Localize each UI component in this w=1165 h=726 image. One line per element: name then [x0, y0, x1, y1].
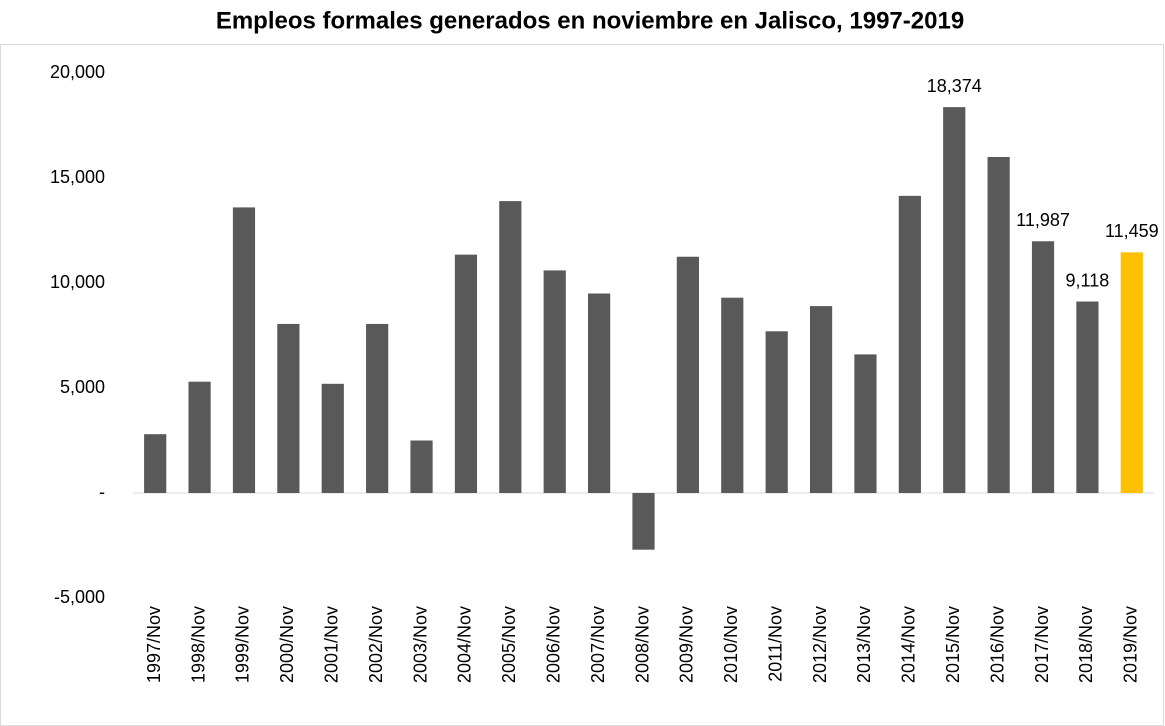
x-tick-label: 2007/Nov	[588, 606, 608, 683]
bar	[588, 293, 611, 493]
x-tick-label: 2005/Nov	[499, 606, 519, 683]
y-tick-label: -5,000	[54, 587, 105, 607]
x-tick-label: 2017/Nov	[1032, 606, 1052, 683]
bar	[366, 323, 389, 493]
y-tick-label: 15,000	[50, 167, 105, 187]
x-tick-label: 1997/Nov	[144, 606, 164, 683]
data-label: 11,987	[1016, 210, 1070, 230]
y-tick-label: 20,000	[50, 62, 105, 82]
bar	[676, 256, 699, 493]
bar	[854, 354, 877, 493]
x-tick-label: 2016/Nov	[987, 606, 1007, 683]
bar	[1076, 301, 1099, 493]
bar	[721, 297, 744, 493]
data-label: 11,459	[1105, 221, 1159, 241]
x-tick-label: 2012/Nov	[810, 606, 830, 683]
x-tick-label: 2002/Nov	[366, 606, 386, 683]
bar	[1031, 241, 1055, 493]
y-tick-label: 10,000	[50, 272, 105, 292]
bar	[765, 331, 788, 493]
bar	[987, 157, 1010, 493]
data-label: 9,118	[1066, 270, 1110, 290]
bar	[188, 381, 211, 493]
x-tick-label: 2006/Nov	[543, 606, 563, 683]
bar	[1120, 252, 1143, 493]
bar	[410, 440, 433, 493]
x-tick-label: 2001/Nov	[322, 606, 342, 683]
bar	[454, 254, 478, 493]
x-tick-label: 2003/Nov	[410, 606, 430, 683]
x-tick-label: 2011/Nov	[765, 606, 785, 682]
x-tick-label: 1998/Nov	[188, 606, 208, 683]
x-tick-label: 2019/Nov	[1121, 606, 1141, 683]
chart-title: Empleos formales generados en noviembre …	[216, 7, 964, 34]
x-tick-label: 2015/Nov	[943, 606, 963, 683]
bar	[144, 434, 167, 493]
bar	[499, 201, 522, 493]
bar	[232, 207, 256, 493]
x-tick-label: 2014/Nov	[899, 606, 919, 683]
bar	[898, 195, 921, 493]
y-tick-label: 5,000	[60, 377, 105, 397]
x-tick-label: 2008/Nov	[632, 606, 652, 683]
bar	[321, 383, 344, 493]
x-tick-label: 2009/Nov	[677, 606, 697, 683]
data-label: 18,374	[927, 76, 982, 96]
x-tick-label: 2004/Nov	[455, 606, 475, 683]
y-tick-label: -	[99, 482, 105, 502]
x-tick-label: 2013/Nov	[854, 606, 874, 683]
bar	[809, 306, 833, 493]
bar	[277, 323, 300, 493]
bar	[632, 493, 655, 550]
x-tick-label: 2018/Nov	[1076, 606, 1096, 683]
bar	[943, 107, 966, 494]
bar	[543, 270, 566, 493]
x-tick-label: 2000/Nov	[277, 606, 297, 683]
x-tick-label: 2010/Nov	[721, 606, 741, 683]
x-tick-label: 1999/Nov	[233, 606, 253, 683]
